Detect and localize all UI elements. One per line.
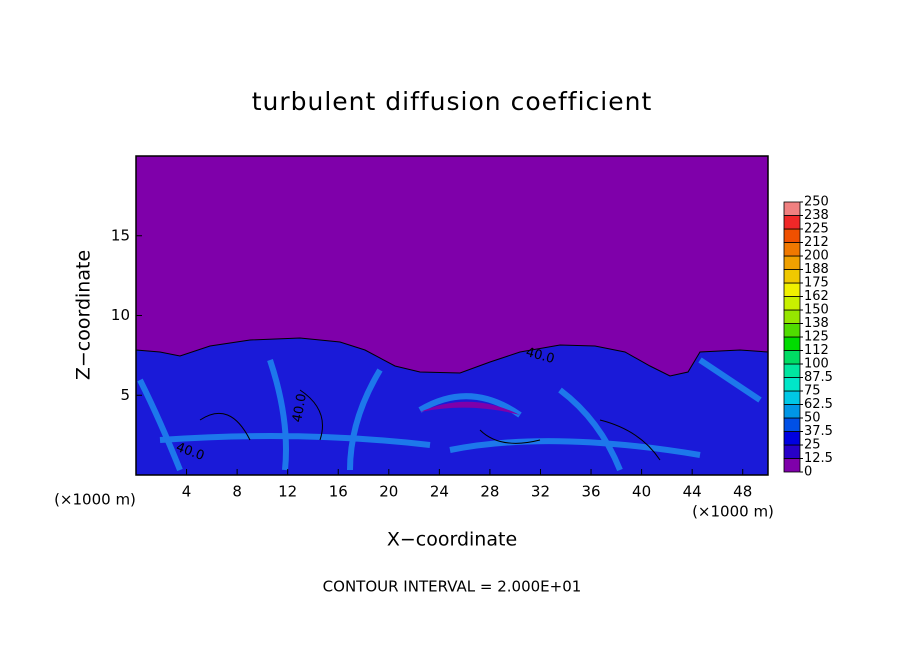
colorbar-box [783, 390, 801, 405]
x-tick-label: 4 [182, 483, 192, 501]
colorbar-box [783, 336, 801, 351]
colorbar-label: 37.5 [804, 424, 833, 439]
x-tick-label: 20 [379, 483, 398, 501]
colorbar-label: 112 [804, 343, 829, 358]
x-tick-label: 28 [480, 483, 499, 501]
x-tick-label: 32 [531, 483, 550, 501]
x-tick-label: 16 [329, 483, 348, 501]
colorbar-label: 175 [804, 276, 829, 291]
colorbar-label: 188 [804, 262, 829, 277]
x-tick-label: 44 [683, 483, 702, 501]
x-tick-label: 12 [278, 483, 297, 501]
colorbar-label: 250 [804, 195, 829, 210]
colorbar-box [783, 242, 801, 257]
colorbar-label: 100 [804, 357, 829, 372]
colorbar-label: 200 [804, 249, 829, 264]
colorbar-box [783, 431, 801, 446]
colorbar-label: 25 [804, 438, 821, 453]
contour-label: 40.0 [524, 345, 556, 367]
contour-line [199, 389, 661, 461]
colorbar-label: 125 [804, 330, 829, 345]
colorbar-box [783, 215, 801, 230]
x-unit: (×1000 m) [692, 503, 774, 521]
colorbar-label: 0 [804, 465, 812, 480]
x-tick-label: 48 [733, 483, 752, 501]
colorbar-label: 138 [804, 316, 829, 331]
y-axis-label: Z−coordinate [73, 250, 95, 380]
colorbar-label: 12.5 [804, 451, 833, 466]
y-tick-label: 10 [111, 306, 130, 324]
footer: CONTOUR INTERVAL = 2.000E+01 [323, 578, 582, 596]
colorbar-label: 238 [804, 208, 829, 223]
x-tick-label: 40 [632, 483, 651, 501]
colorbar-box [783, 417, 801, 432]
colorbar-box [783, 228, 801, 243]
x-unit: (×1000 m) [54, 491, 136, 509]
colorbar-box [783, 282, 801, 297]
contour-label: 40.0 [290, 392, 310, 423]
x-tick-label: 8 [232, 483, 242, 501]
colorbar-label: 162 [804, 289, 829, 304]
colorbar-box [783, 309, 801, 324]
y-tick-label: 15 [111, 226, 130, 244]
x-tick-label: 24 [430, 483, 449, 501]
colorbar-box [783, 363, 801, 378]
colorbar-box [783, 444, 801, 459]
colorbar-box [783, 350, 801, 365]
colorbar-box [783, 458, 801, 473]
colorbar-label: 75 [804, 384, 821, 399]
colorbar-label: 212 [804, 235, 829, 250]
x-tick-label: 36 [581, 483, 600, 501]
field-streak [137, 357, 762, 472]
colorbar-label: 225 [804, 222, 829, 237]
y-tick-label: 5 [120, 386, 130, 404]
colorbar-label: 87.5 [804, 370, 833, 385]
colorbar-label: 50 [804, 411, 821, 426]
colorbar-label: 62.5 [804, 397, 833, 412]
field-streak [420, 401, 520, 415]
colorbar-box [783, 296, 801, 311]
colorbar-box [783, 323, 801, 338]
chart-title: turbulent diffusion coefficient [252, 87, 653, 116]
colorbar-box [783, 404, 801, 419]
field [135, 156, 769, 476]
x-axis-label: X−coordinate [387, 529, 517, 551]
colorbar-box [783, 255, 801, 270]
colorbar-box [783, 201, 801, 216]
colorbar-box [783, 377, 801, 392]
colorbar-label: 150 [804, 303, 829, 318]
colorbar-box [783, 269, 801, 284]
